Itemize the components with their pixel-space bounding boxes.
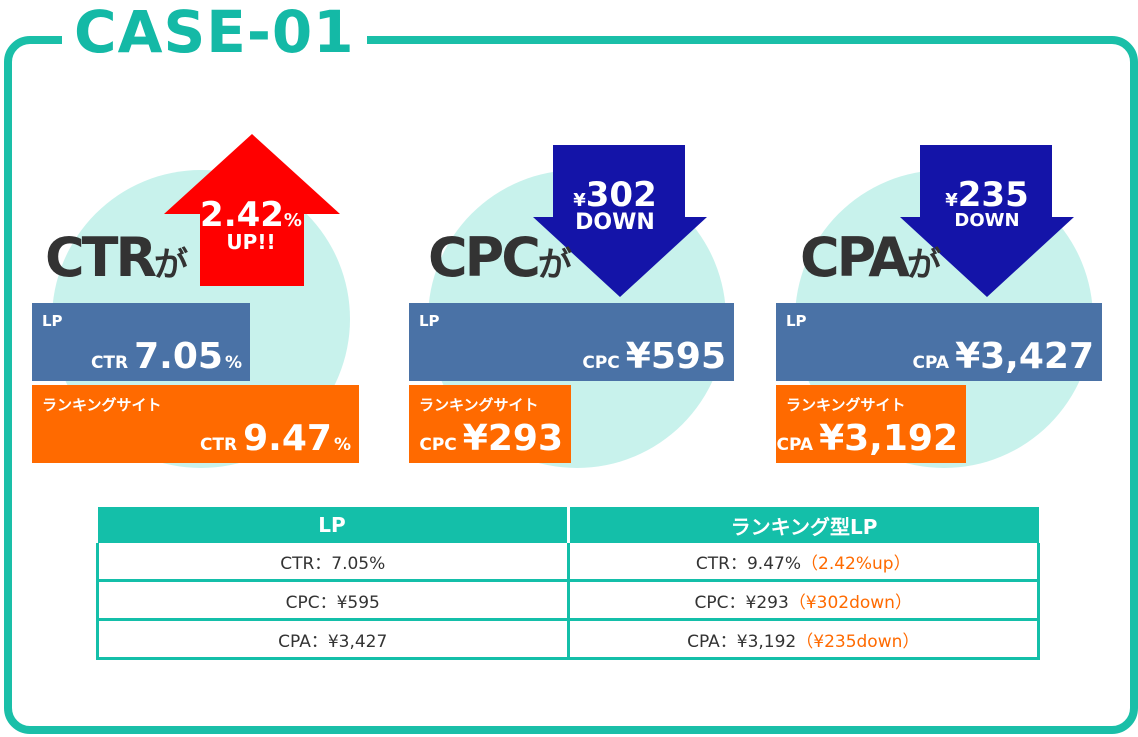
cpa-metric-suffix: が [907, 245, 942, 285]
cpc-arrow-label: DOWN [575, 210, 655, 235]
table-ranking-value: CTR：9.47% [695, 553, 801, 574]
down-arrow-icon [900, 145, 1074, 297]
ctr-ranking-value: 9.47 [243, 418, 332, 459]
cpc-ranking-value: ¥293 [462, 418, 563, 459]
cpa-metric-name: CPA [800, 226, 910, 289]
table-ranking-value: CPA：¥3,192 [687, 631, 797, 652]
cpc-ranking-value-group: CPC ¥293 [419, 418, 563, 459]
table-cell-lp: CPC：¥595 [96, 580, 570, 621]
table-cell-ranking: CPC：¥293（¥302down） [566, 580, 1040, 621]
ctr-lp-unit: % [224, 353, 242, 373]
cpa-arrow-currency: ¥ [945, 190, 958, 211]
case-frame [4, 36, 1138, 734]
cpc-lp-label: LP [419, 312, 440, 330]
ctr-metric-name: CTR [45, 226, 157, 289]
ctr-arrow-value: 2.42 [200, 195, 284, 235]
cpc-lp-value-group: CPC ¥595 [582, 336, 726, 377]
table-row: CTR：7.05% CTR：9.47%（2.42%up） [96, 543, 1040, 582]
table-cell-lp: CTR：7.05% [96, 543, 570, 582]
cpc-metric-name: CPC [428, 226, 541, 289]
ctr-arrow-unit: % [283, 210, 302, 231]
cpc-arrow-value: 302 [585, 175, 657, 215]
cpa-arrow-label: DOWN [954, 210, 1020, 231]
ctr-lp-key: CTR [90, 353, 129, 373]
ctr-metric-suffix: が [154, 245, 189, 285]
ctr-arrow-label: UP!! [226, 230, 276, 254]
cpa-ranking-box: ランキングサイト CPA ¥3,192 [776, 385, 966, 463]
table-header-lp: LP [97, 507, 570, 543]
up-arrow-icon [164, 134, 340, 286]
ctr-ranking-label: ランキングサイト [42, 396, 162, 414]
table-cell-ranking: CPA：¥3,192（¥235down） [566, 619, 1040, 660]
ctr-ranking-value-group: CTR 9.47% [200, 418, 351, 459]
table-ranking-value: CPC：¥293 [694, 592, 789, 613]
cpc-lp-box: LP CPC ¥595 [409, 303, 734, 381]
cpa-ranking-key: CPA [776, 435, 814, 455]
cpa-arrow-value: 235 [957, 175, 1029, 215]
cpa-metric-heading: CPAが [800, 226, 941, 289]
table-cell-lp: CPA：¥3,427 [96, 619, 570, 660]
ctr-lp-label: LP [42, 312, 63, 330]
cpc-arrow-text: ¥302 DOWN [560, 178, 670, 234]
cpa-lp-key: CPA [912, 353, 950, 373]
table-header-ranking: ランキング型LP [568, 507, 1039, 543]
ctr-lp-value: 7.05 [134, 336, 223, 377]
cpc-ranking-label: ランキングサイト [419, 396, 539, 414]
cpc-arrow-currency: ¥ [573, 190, 586, 211]
ctr-ranking-key: CTR [199, 435, 238, 455]
ctr-lp-box: LP CTR 7.05% [32, 303, 250, 381]
cpa-ranking-value-group: CPA ¥3,192 [777, 418, 958, 459]
table-cell-ranking: CTR：9.47%（2.42%up） [566, 543, 1040, 582]
ctr-metric-heading: CTRが [45, 226, 188, 289]
ctr-lp-value-group: CTR 7.05% [91, 336, 242, 377]
table-diff: （¥235down） [796, 631, 920, 652]
comparison-table: LP ランキング型LP CTR：7.05% CTR：9.47%（2.42%up）… [96, 507, 1040, 660]
cpa-lp-value-group: CPA ¥3,427 [913, 336, 1094, 377]
cpa-lp-label: LP [786, 312, 807, 330]
cpc-lp-value: ¥595 [625, 336, 726, 377]
cpa-ranking-label: ランキングサイト [786, 396, 906, 414]
ctr-ranking-unit: % [333, 435, 351, 455]
down-arrow-icon [533, 145, 707, 297]
cpc-metric-suffix: が [537, 245, 572, 285]
cpc-ranking-box: ランキングサイト CPC ¥293 [409, 385, 571, 463]
cpa-ranking-value: ¥3,192 [819, 418, 958, 459]
cpa-lp-value: ¥3,427 [955, 336, 1094, 377]
case-title: CASE-01 [62, 0, 367, 70]
cpc-metric-heading: CPCが [428, 226, 572, 289]
ctr-ranking-box: ランキングサイト CTR 9.47% [32, 385, 359, 463]
cpa-arrow-text: ¥235 DOWN [932, 178, 1042, 230]
table-row: CPC：¥595 CPC：¥293（¥302down） [96, 580, 1040, 621]
table-row: CPA：¥3,427 CPA：¥3,192（¥235down） [96, 619, 1040, 660]
cpa-lp-box: LP CPA ¥3,427 [776, 303, 1102, 381]
table-header-row: LP ランキング型LP [97, 507, 1039, 543]
ctr-arrow-text: 2.42% UP!! [196, 198, 306, 252]
table-diff: （2.42%up） [801, 553, 911, 574]
table-diff: （¥302down） [788, 592, 912, 613]
cpc-lp-key: CPC [582, 353, 620, 373]
cpc-ranking-key: CPC [419, 435, 457, 455]
